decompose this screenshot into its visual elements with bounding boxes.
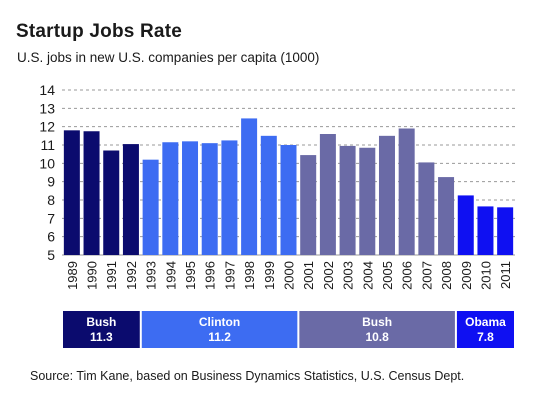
x-tick-label: 1989 — [65, 261, 80, 290]
admin-band-box — [299, 311, 455, 348]
admin-name: Bush — [362, 315, 392, 329]
y-tick-label: 13 — [39, 100, 55, 116]
admin-name: Clinton — [199, 315, 240, 329]
admin-average: 7.8 — [477, 330, 494, 344]
x-tick-label: 2000 — [282, 261, 297, 290]
chart-subtitle: U.S. jobs in new U.S. companies per capi… — [17, 50, 320, 65]
x-tick-label: 2001 — [301, 261, 316, 290]
x-tick-label: 2005 — [380, 261, 395, 290]
x-tick-label: 1990 — [85, 261, 100, 290]
bar-2004 — [359, 147, 376, 255]
bar-1990 — [83, 131, 100, 255]
x-tick-label: 2004 — [360, 261, 375, 290]
bar-2011 — [497, 207, 514, 255]
bar-1992 — [122, 144, 139, 255]
bar-1991 — [103, 150, 120, 255]
y-tick-label: 10 — [39, 155, 55, 171]
admin-band-box — [63, 311, 140, 348]
source-note: Source: Tim Kane, based on Business Dyna… — [30, 369, 465, 383]
admin-average: 11.2 — [208, 330, 231, 344]
x-tick-label: 2006 — [400, 261, 415, 290]
bar-1989 — [63, 130, 80, 255]
admin-name: Obama — [465, 315, 506, 329]
chart-title: Startup Jobs Rate — [16, 21, 182, 42]
x-axis-ticks: 1989 1990 1991 1992 1993 1994 1995 1996 1997 1998… — [65, 261, 513, 290]
y-tick-label: 8 — [47, 192, 55, 208]
bar-2005 — [378, 135, 395, 255]
y-tick-label: 6 — [47, 229, 55, 245]
bar-2000 — [280, 145, 297, 255]
x-tick-label: 2011 — [498, 261, 513, 289]
admin-average: 11.3 — [90, 330, 113, 344]
x-tick-label: 1997 — [222, 261, 237, 290]
x-tick-label: 1994 — [163, 261, 178, 290]
admin-band-box — [456, 311, 514, 348]
bar-1993 — [142, 159, 159, 255]
admin-name: Bush — [86, 315, 116, 329]
bar-1995 — [182, 141, 199, 255]
x-tick-label: 2002 — [321, 261, 336, 290]
x-tick-label: 2003 — [341, 261, 356, 290]
x-tick-label: 2007 — [419, 261, 434, 290]
bar-2007 — [418, 162, 435, 255]
bar-2010 — [477, 206, 494, 255]
bar-1999 — [260, 135, 277, 255]
y-tick-label: 5 — [47, 247, 55, 263]
x-tick-label: 1995 — [183, 261, 198, 290]
y-tick-label: 11 — [40, 137, 55, 153]
x-tick-label: 1991 — [104, 261, 119, 290]
bar-1994 — [162, 142, 179, 255]
bar-2002 — [319, 134, 336, 255]
bars — [63, 118, 514, 256]
y-tick-label: 9 — [47, 174, 55, 190]
y-tick-label: 14 — [39, 82, 55, 98]
x-tick-label: 2008 — [439, 261, 454, 290]
x-tick-label: 1992 — [124, 261, 139, 290]
bar-1997 — [221, 140, 238, 255]
y-tick-label: 7 — [47, 210, 55, 226]
x-tick-label: 1996 — [203, 261, 218, 290]
x-tick-label: 1993 — [144, 261, 159, 290]
admin-average: 10.8 — [365, 330, 389, 344]
x-tick-label: 2010 — [478, 261, 493, 290]
y-axis-ticks: 5 6 7 8 9 10 11 12 13 14 — [39, 82, 55, 263]
bar-2001 — [300, 155, 317, 255]
admin-band-box — [141, 311, 298, 348]
x-tick-label: 2009 — [459, 261, 474, 290]
bar-2006 — [398, 128, 415, 255]
y-tick-label: 12 — [39, 119, 55, 135]
bar-2008 — [438, 177, 455, 255]
x-tick-label: 1999 — [262, 261, 277, 290]
bar-1996 — [201, 143, 218, 255]
bar-1998 — [241, 118, 258, 256]
bar-2009 — [457, 195, 474, 255]
bar-2003 — [339, 145, 356, 255]
x-tick-label: 1998 — [242, 261, 257, 290]
